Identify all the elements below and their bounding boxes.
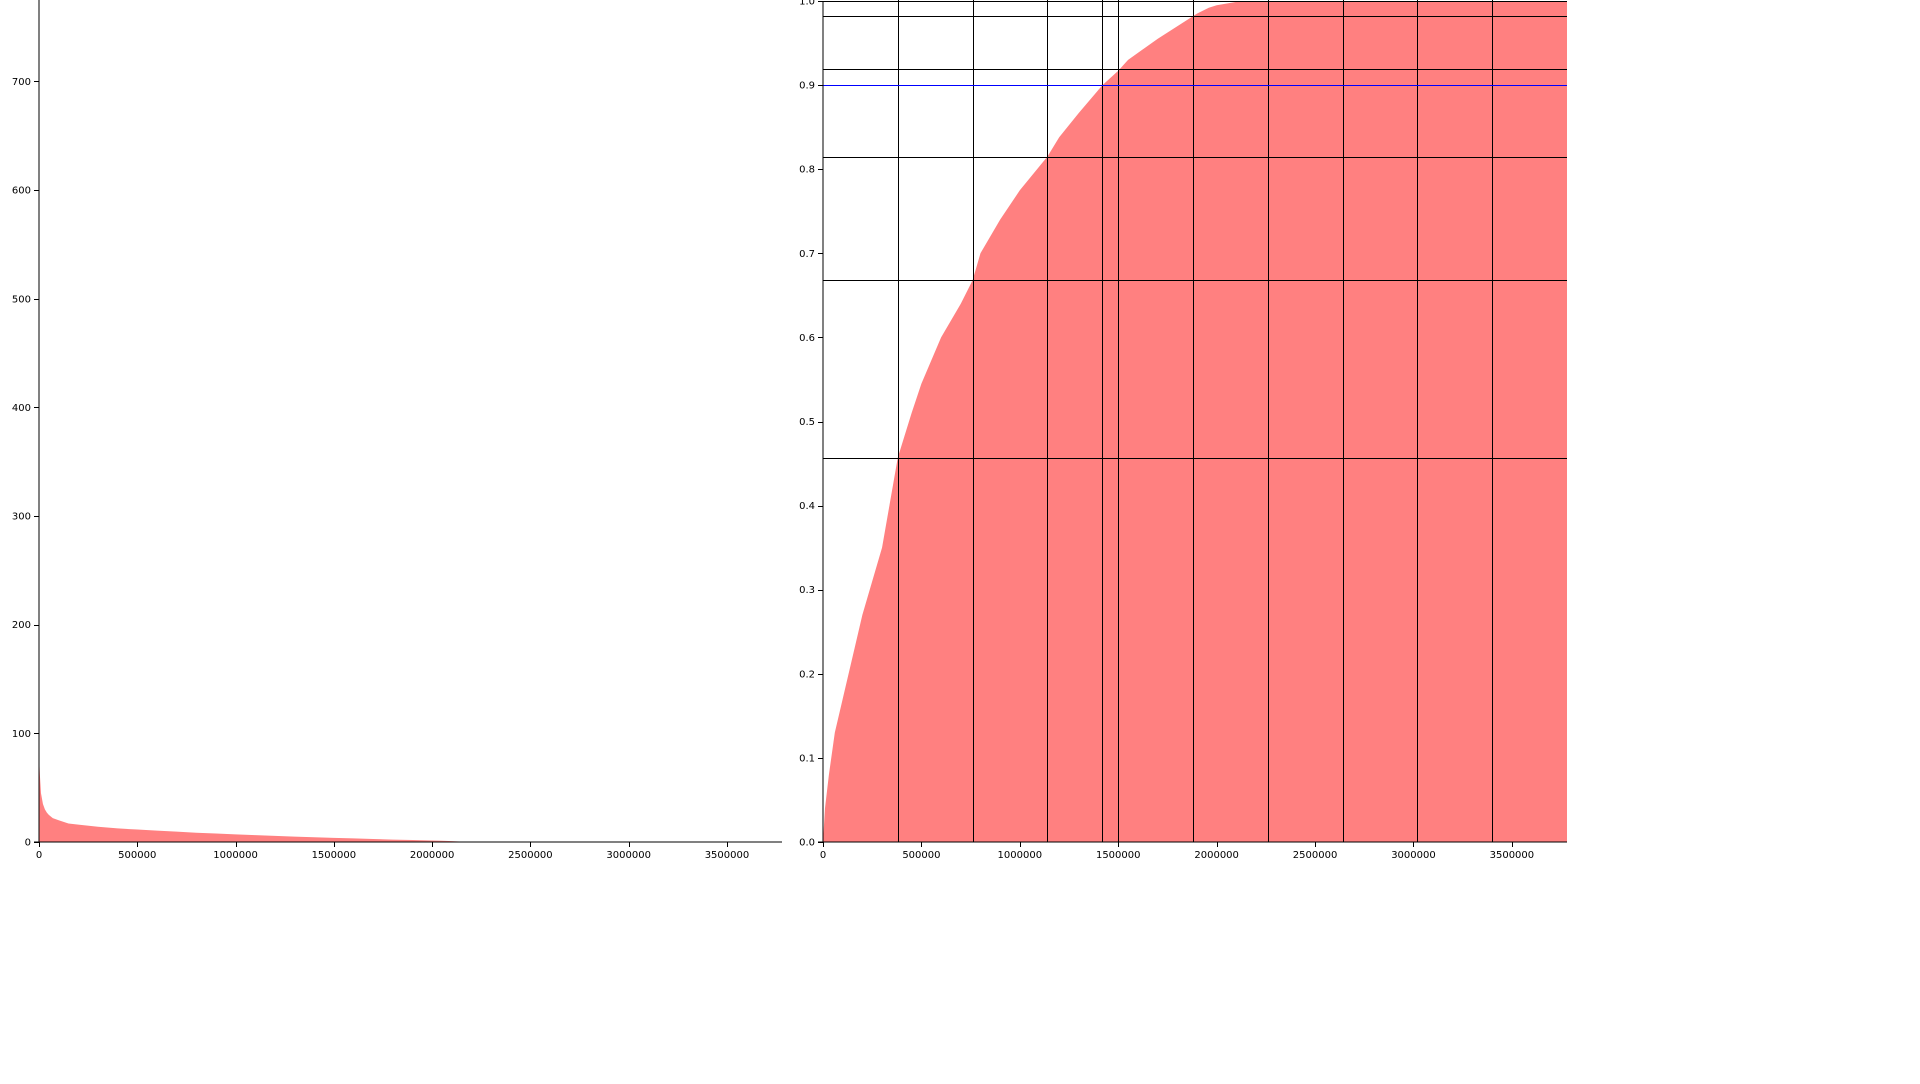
frequency-x-tick-label: 2000000 <box>410 850 455 861</box>
frequency-y-tick-label: 500 <box>12 294 31 305</box>
frequency-y-tick-label: 200 <box>12 620 31 631</box>
cumulative-y-tick-label: 0.2 <box>799 669 815 680</box>
cumulative-x-tick-label: 2500000 <box>1293 850 1338 861</box>
cumulative-y-tick-label: 0.4 <box>799 501 815 512</box>
cumulative-y-tick-label: 0.1 <box>799 753 815 764</box>
cumulative-y-tick-label: 0.8 <box>799 165 815 176</box>
frequency-x-tick-label: 3000000 <box>606 850 651 861</box>
cumulative-y-tick-label: 0.5 <box>799 417 815 428</box>
frequency-y-tick-label: 0 <box>25 838 31 849</box>
frequency-x-tick-label: 500000 <box>118 850 156 861</box>
frequency-y-tick-label: 300 <box>12 512 31 523</box>
cumulative-x-tick-label: 1500000 <box>1096 850 1141 861</box>
frequency-y-tick-label: 600 <box>12 186 31 197</box>
cumulative-y-tick-label: 0.0 <box>799 838 815 849</box>
frequency-y-tick-label: 400 <box>12 403 31 414</box>
cumulative-y-tick-label: 0.6 <box>799 333 815 344</box>
frequency-x-tick-label: 0 <box>36 850 42 861</box>
cumulative-x-tick-label: 500000 <box>902 850 940 861</box>
cumulative-x-tick-label: 1000000 <box>998 850 1043 861</box>
cumulative-y-tick-label: 0.9 <box>799 81 815 92</box>
cumulative-y-tick-label: 0.3 <box>799 585 815 596</box>
frequency-y-tick-label: 700 <box>12 77 31 88</box>
cumulative-y-tick-label: 1.0 <box>799 0 815 8</box>
frequency-x-tick-label: 1500000 <box>312 850 357 861</box>
cumulative-x-tick-label: 3500000 <box>1490 850 1535 861</box>
cumulative-x-tick-label: 0 <box>820 850 826 861</box>
frequency-y-tick-label: 100 <box>12 729 31 740</box>
cumulative-y-tick-label: 0.7 <box>799 249 815 260</box>
cumulative-x-tick-label: 3000000 <box>1391 850 1436 861</box>
frequency-x-tick-label: 2500000 <box>508 850 553 861</box>
frequency-x-tick-label: 1000000 <box>213 850 258 861</box>
cumulative-x-tick-label: 2000000 <box>1194 850 1239 861</box>
frequency-x-tick-label: 3500000 <box>705 850 750 861</box>
